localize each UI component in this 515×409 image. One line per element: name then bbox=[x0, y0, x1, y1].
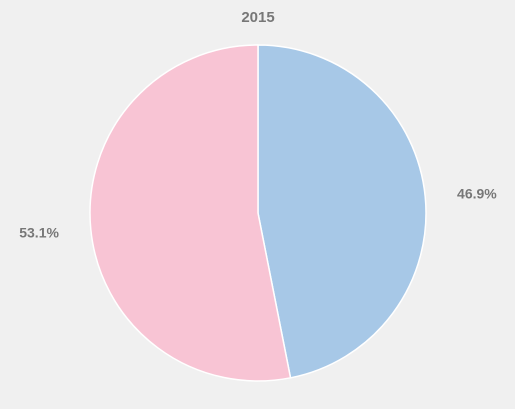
pie-slice-1 bbox=[89, 44, 292, 382]
pie-slice-label-1: 53.1% bbox=[19, 224, 59, 240]
pie-slice-0 bbox=[257, 44, 427, 379]
pie-labels: 46.9% 53.1% bbox=[19, 186, 497, 241]
pie-slices bbox=[89, 44, 427, 382]
chart-title: 2015 bbox=[241, 9, 274, 26]
pie-slice-label-0: 46.9% bbox=[457, 186, 497, 202]
